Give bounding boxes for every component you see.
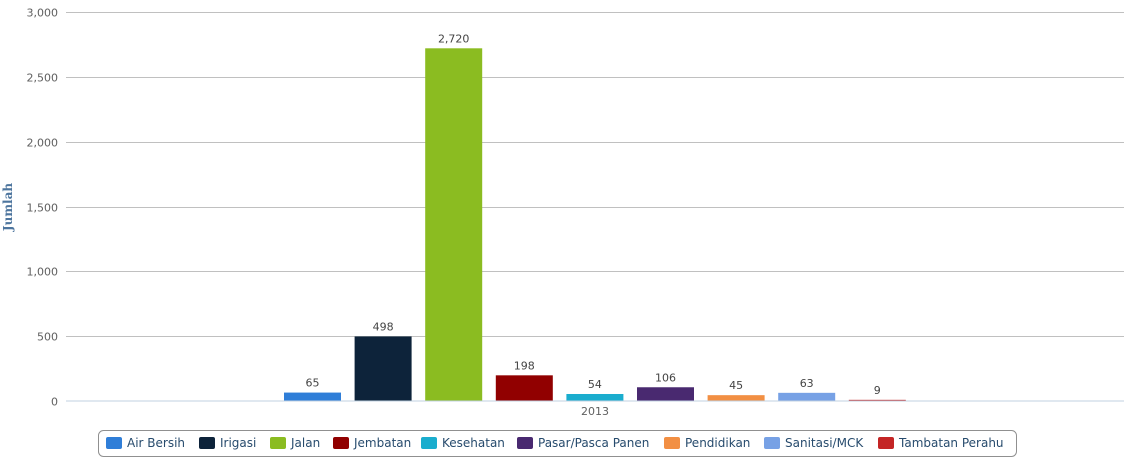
bar-sanitasi-mck[interactable] — [778, 392, 836, 401]
legend-swatch — [664, 437, 680, 449]
legend-label: Kesehatan — [442, 436, 505, 450]
data-label: 198 — [514, 359, 535, 372]
data-labels: 65 498 2,720 198 54 106 45 63 9 — [306, 32, 881, 397]
legend-label: Jembatan — [353, 436, 411, 450]
legend-item-jembatan[interactable]: Jembatan — [333, 436, 411, 450]
bar-jalan[interactable] — [425, 48, 483, 401]
legend-item-irigasi[interactable]: Irigasi — [199, 436, 256, 450]
legend-label: Pendidikan — [685, 436, 750, 450]
bar-air-bersih[interactable] — [284, 392, 341, 401]
legend-label: Pasar/Pasca Panen — [538, 436, 649, 450]
y-tick-label: 1,500 — [27, 202, 59, 215]
data-label: 9 — [874, 384, 881, 397]
data-label: 65 — [306, 377, 320, 390]
data-label: 2,720 — [438, 32, 470, 45]
legend-item-air-bersih[interactable]: Air Bersih — [106, 436, 185, 450]
bar-jembatan[interactable] — [495, 375, 553, 401]
data-label: 54 — [588, 378, 602, 391]
gridlines — [66, 12, 1124, 337]
legend-item-sanitasi-mck[interactable]: Sanitasi/MCK — [764, 436, 864, 450]
bar-tambatan-perahu[interactable] — [848, 399, 906, 401]
legend-box — [98, 430, 1017, 457]
legend-label: Sanitasi/MCK — [785, 436, 864, 450]
legend-swatch — [421, 437, 437, 449]
bars — [284, 48, 906, 401]
x-tick-label: 2013 — [581, 405, 609, 418]
y-axis-title: Jumlah — [1, 183, 15, 232]
legend-swatch — [199, 437, 215, 449]
data-label: 498 — [373, 320, 394, 333]
legend-item-pendidikan[interactable]: Pendidikan — [664, 436, 750, 450]
y-tick-label: 2,000 — [27, 137, 59, 150]
data-label: 63 — [800, 377, 814, 390]
legend: Air Bersih Irigasi Jalan Jembatan Kesehatan P… — [98, 430, 1017, 457]
legend-item-kesehatan[interactable]: Kesehatan — [421, 436, 505, 450]
y-tick-label: 1,000 — [27, 266, 59, 279]
bar-kesehatan[interactable] — [566, 393, 624, 401]
legend-label: Air Bersih — [127, 436, 185, 450]
legend-swatch — [764, 437, 780, 449]
legend-label: Tambatan Perahu — [898, 436, 1004, 450]
bar-pendidikan[interactable] — [707, 395, 765, 401]
legend-item-tambatan-perahu[interactable]: Tambatan Perahu — [878, 436, 1004, 450]
y-tick-label: 0 — [51, 396, 58, 409]
legend-label: Irigasi — [220, 436, 256, 450]
y-axis-ticks: 0 500 1,000 1,500 2,000 2,500 3,000 — [27, 7, 59, 409]
legend-item-pasar-pasca-panen[interactable]: Pasar/Pasca Panen — [517, 436, 649, 450]
legend-swatch — [270, 437, 286, 449]
legend-label: Jalan — [290, 436, 320, 450]
bar-irigasi[interactable] — [354, 336, 412, 401]
y-tick-label: 500 — [37, 331, 58, 344]
y-tick-label: 3,000 — [27, 7, 59, 20]
legend-swatch — [878, 437, 894, 449]
legend-swatch — [517, 437, 533, 449]
legend-swatch — [106, 437, 122, 449]
legend-swatch — [333, 437, 349, 449]
y-tick-label: 2,500 — [27, 72, 59, 85]
legend-item-jalan[interactable]: Jalan — [270, 436, 320, 450]
data-label: 45 — [729, 379, 743, 392]
bar-pasar-pasca-panen[interactable] — [637, 387, 694, 401]
data-label: 106 — [655, 371, 676, 384]
